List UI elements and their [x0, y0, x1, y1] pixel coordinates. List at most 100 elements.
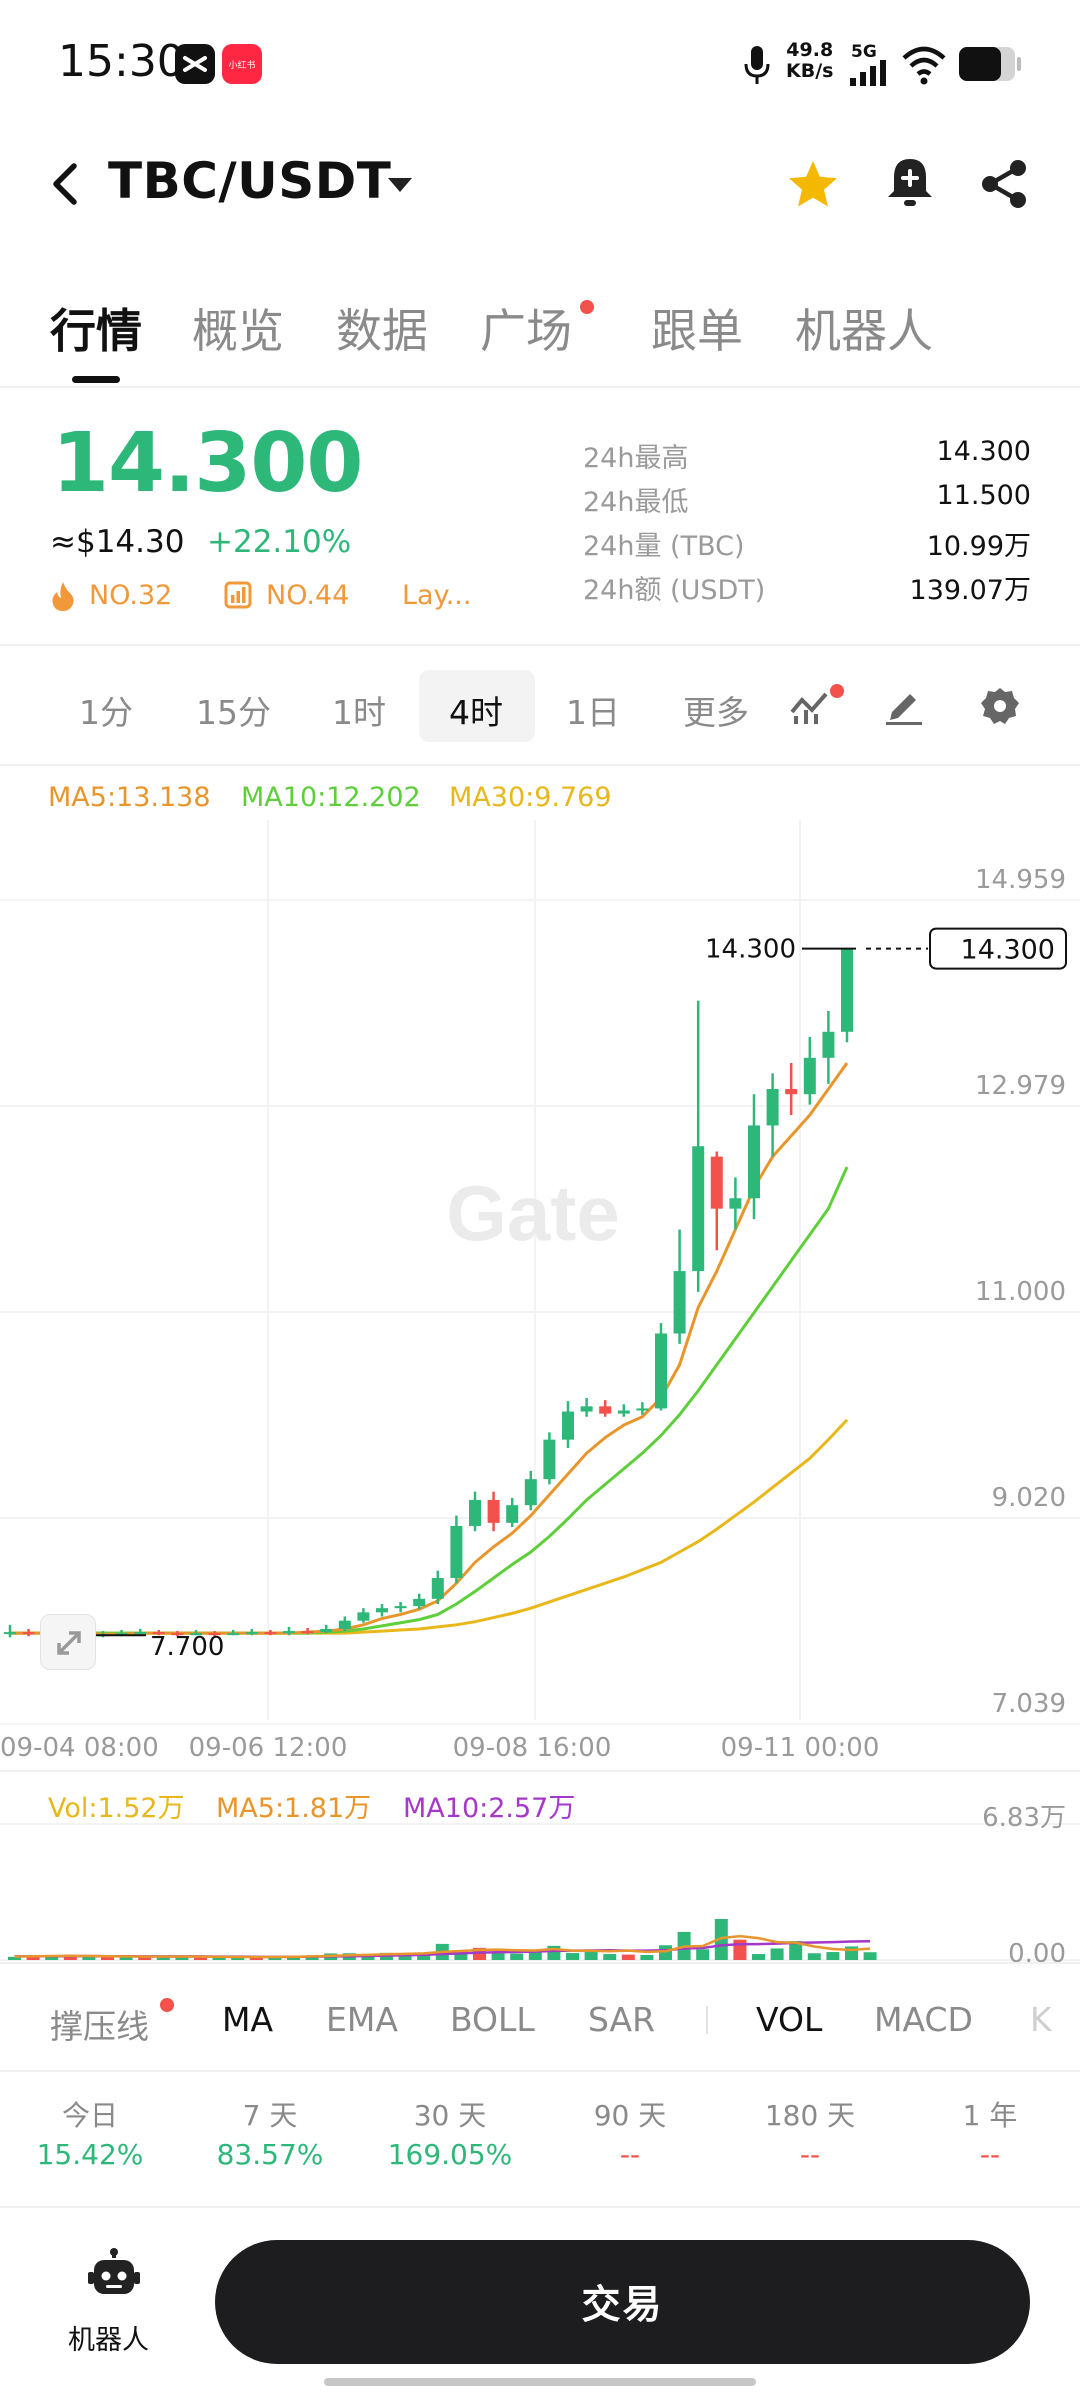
- candle: [301, 1627, 314, 1635]
- candle: [152, 1630, 165, 1636]
- candle: [134, 1628, 147, 1636]
- volume-bar: [45, 1957, 59, 1960]
- net-speed: 49.8 KB/s: [786, 40, 833, 82]
- return-90d-value: --: [619, 2138, 641, 2171]
- candle: [580, 1398, 593, 1417]
- divider: [0, 2070, 1080, 2072]
- tab-overview[interactable]: 概览: [192, 304, 284, 358]
- indicator-chart-icon[interactable]: [790, 688, 830, 728]
- indicator-ma[interactable]: MA: [222, 2000, 274, 2039]
- tab-data[interactable]: 数据: [336, 304, 428, 358]
- candle-body: [357, 1612, 370, 1621]
- rank-layer[interactable]: Lay...: [402, 580, 472, 611]
- candle: [506, 1497, 519, 1528]
- vol-ma5-line: [14, 1934, 871, 1959]
- draw-icon[interactable]: [884, 686, 924, 730]
- caret-down-icon[interactable]: [388, 178, 412, 192]
- candle-body: [673, 1271, 686, 1334]
- tab-copy-trading[interactable]: 跟单: [651, 304, 743, 358]
- volume-bar: [584, 1950, 598, 1960]
- volume-ma-lines: [14, 1934, 871, 1959]
- rank-hot[interactable]: NO.32: [89, 580, 173, 611]
- interval-active-bg: [419, 670, 535, 742]
- interval-1m[interactable]: 1分: [79, 693, 133, 732]
- indicator-kdj[interactable]: K: [1030, 2000, 1052, 2039]
- interval-more[interactable]: 更多: [683, 693, 749, 732]
- candle: [450, 1515, 463, 1584]
- interval-1h[interactable]: 1时: [332, 693, 386, 732]
- indicator-ema[interactable]: EMA: [326, 2000, 398, 2039]
- interval-1d[interactable]: 1日: [566, 693, 620, 732]
- candle-body: [227, 1633, 240, 1636]
- volume-bar: [249, 1957, 263, 1960]
- interval-4h[interactable]: 4时: [449, 693, 503, 732]
- indicator-sar[interactable]: SAR: [588, 2000, 656, 2039]
- x-tick-label: 09-11 00:00: [721, 1733, 880, 1763]
- volume-bar: [491, 1953, 505, 1960]
- volume-bar: [770, 1948, 784, 1960]
- candle: [338, 1616, 351, 1632]
- indicator-macd[interactable]: MACD: [874, 2000, 973, 2039]
- candle-body: [506, 1505, 519, 1523]
- indicator-boll[interactable]: BOLL: [450, 2000, 535, 2039]
- candle: [710, 1151, 723, 1251]
- pair-title[interactable]: TBC/USDT: [108, 152, 392, 210]
- candle-body: [394, 1606, 407, 1609]
- expand-icon[interactable]: [40, 1614, 96, 1670]
- star-icon[interactable]: [786, 158, 840, 216]
- robot-icon[interactable]: [86, 2248, 142, 2308]
- candle-body: [450, 1525, 463, 1579]
- back-icon[interactable]: [44, 154, 88, 214]
- candle-body: [655, 1333, 667, 1409]
- indicator-badge-dot: [830, 684, 844, 698]
- volume-bar: [231, 1957, 245, 1960]
- rank-gainer[interactable]: NO.44: [266, 580, 350, 611]
- candle-body: [338, 1620, 351, 1629]
- divider: [0, 644, 1080, 646]
- stat-low-label: 24h最低: [583, 487, 689, 518]
- robot-label[interactable]: 机器人: [68, 2325, 149, 2356]
- candle: [692, 1000, 705, 1292]
- share-icon[interactable]: [978, 158, 1030, 214]
- tab-square[interactable]: 广场: [480, 304, 572, 358]
- volume-bar: [807, 1953, 821, 1960]
- status-bar: 15:30 小红书 49.8 KB/s 5G: [0, 0, 1080, 130]
- candle: [766, 1073, 779, 1157]
- candle: [673, 1229, 686, 1344]
- candle-body: [636, 1408, 649, 1411]
- volume-chart[interactable]: 6.83万 0.00: [0, 1800, 1080, 1970]
- candle: [841, 948, 853, 1043]
- tab-bot[interactable]: 机器人: [795, 304, 933, 358]
- tab-market[interactable]: 行情: [50, 304, 142, 358]
- volume-axis-labels: 6.83万 0.00: [982, 1803, 1066, 1969]
- candle: [376, 1604, 388, 1617]
- x-tick-label: 09-04 08:00: [0, 1733, 159, 1763]
- candle: [524, 1470, 537, 1511]
- return-1y-value: --: [979, 2138, 1001, 2171]
- candle-body: [617, 1410, 630, 1414]
- return-180d-label: 180 天: [764, 2099, 856, 2132]
- candle-body: [190, 1633, 202, 1636]
- volume-bar: [621, 1954, 635, 1960]
- candle: [748, 1094, 760, 1220]
- y-tick-label: 14.959: [975, 865, 1066, 895]
- x-tick-label: 09-08 16:00: [453, 1733, 612, 1763]
- ma-lines: [10, 1062, 849, 1636]
- indicator-vol[interactable]: VOL: [756, 2000, 823, 2039]
- candlestick-chart[interactable]: Gate 14.959 12.979 11.000 9.020 7.039 09-04 …: [0, 820, 1080, 1780]
- x-axis-labels: 09-04 08:00 09-06 12:00 09-08 16:00 09-11 0…: [0, 1733, 879, 1763]
- indicator-support-resistance[interactable]: 撑压线: [50, 2007, 149, 2046]
- candle: [431, 1570, 444, 1605]
- trade-button[interactable]: 交易: [215, 2240, 1030, 2364]
- stat-amount-value: 139.07万: [909, 575, 1031, 606]
- candle-body: [841, 948, 853, 1032]
- candle-body: [22, 1632, 35, 1635]
- candle: [599, 1400, 612, 1417]
- net-speed-unit: KB/s: [786, 60, 834, 82]
- volume-bar: [268, 1956, 282, 1960]
- candle-body: [803, 1057, 816, 1095]
- candle-body: [4, 1632, 16, 1635]
- interval-15m[interactable]: 15分: [196, 693, 271, 732]
- settings-icon[interactable]: [980, 686, 1020, 730]
- bell-plus-icon[interactable]: [884, 155, 936, 215]
